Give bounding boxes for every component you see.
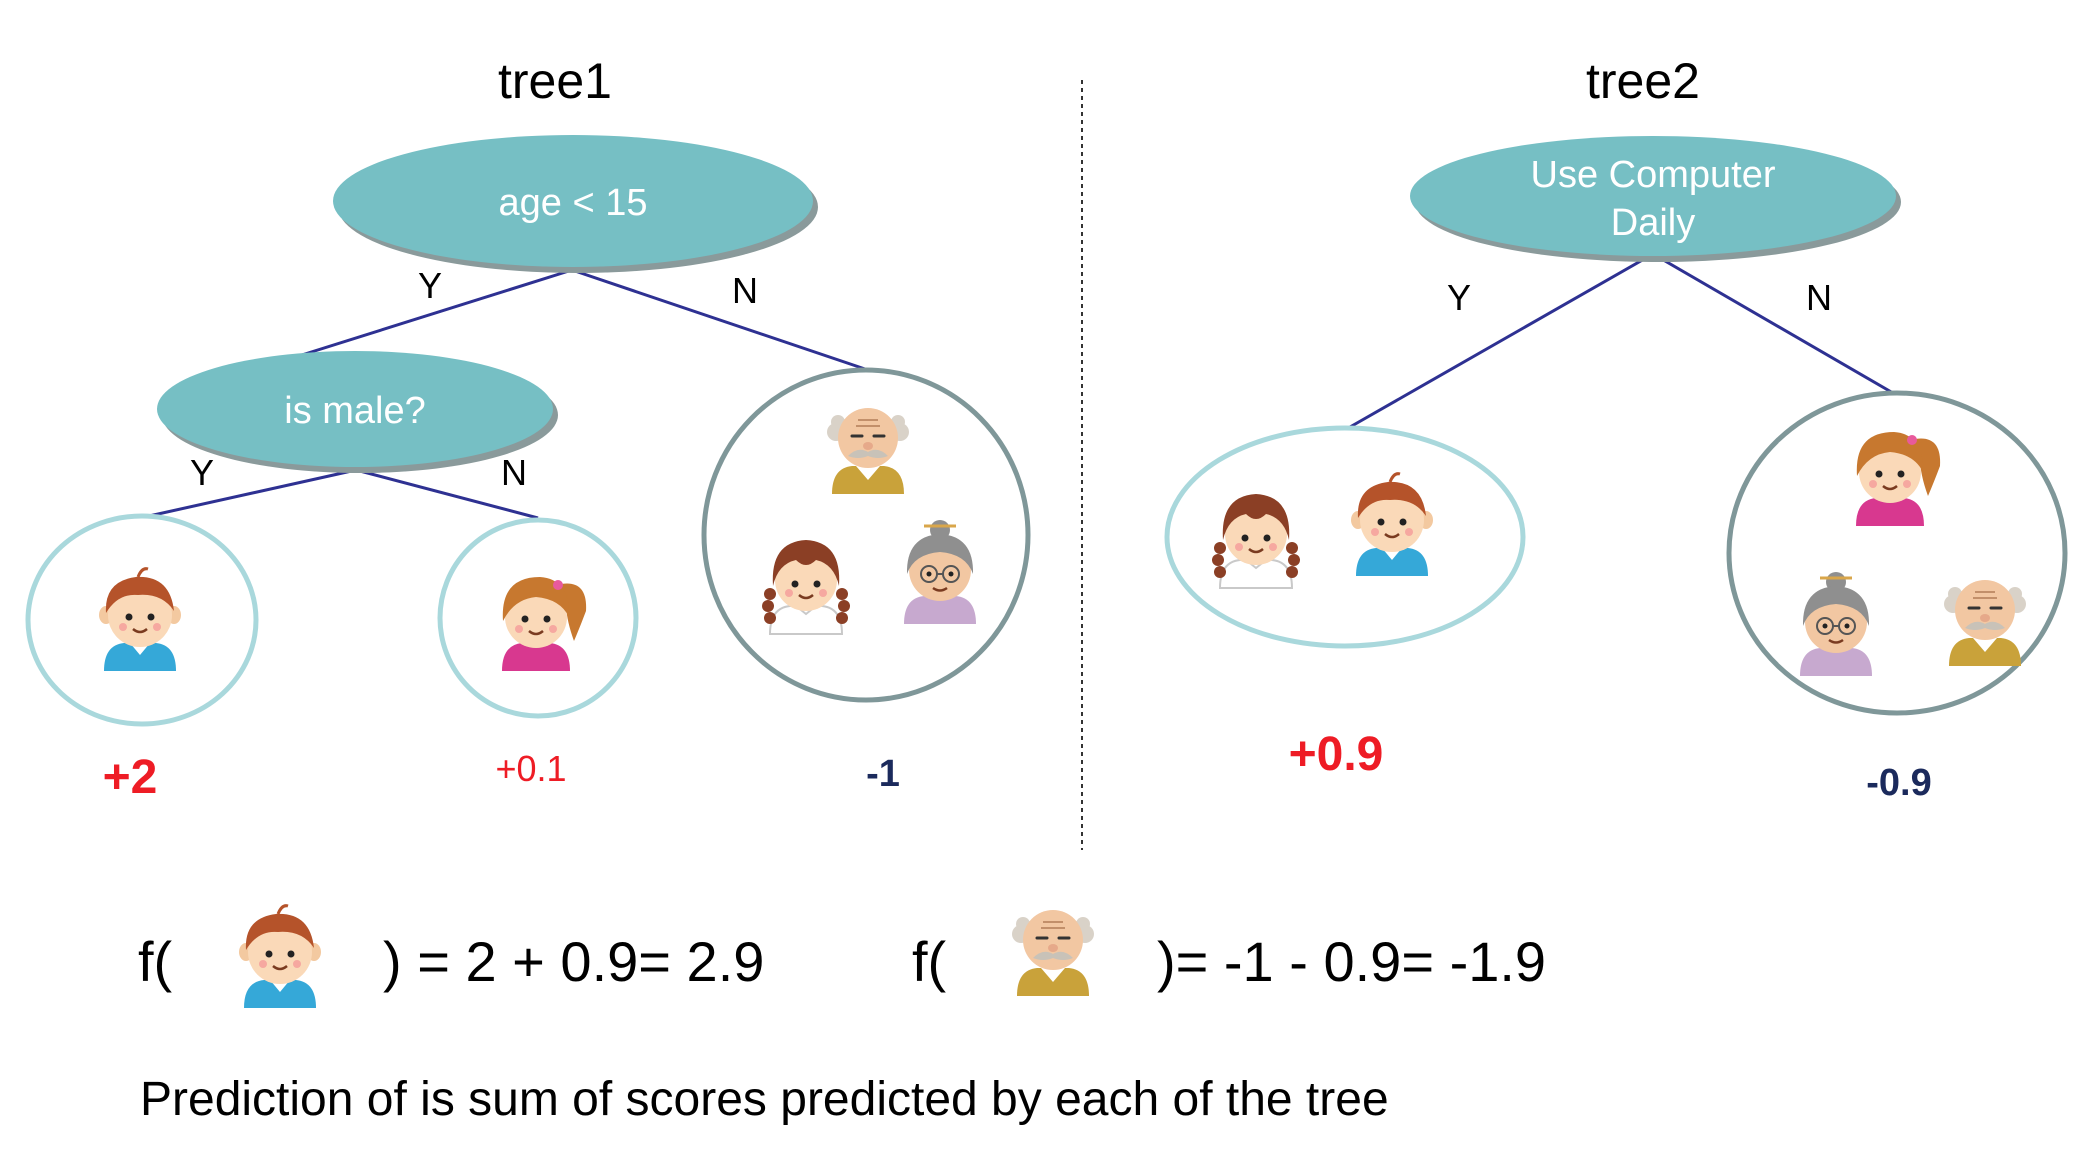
tree2-score-others: -0.9 — [1866, 762, 1931, 804]
tree1-leaf-boy — [25, 513, 259, 727]
boy-icon — [237, 904, 323, 1010]
tree1-inner-label: is male? — [284, 390, 426, 432]
tree1-root-label: age < 15 — [499, 182, 648, 224]
tree2-edge-root-no — [1652, 252, 1894, 395]
tree1-edge-label-root-yes: Y — [418, 265, 442, 306]
tree1-score-elders: -1 — [866, 753, 900, 795]
tree1-leaf-girl — [437, 517, 639, 719]
tree1-edge-label-inner-no: N — [501, 452, 527, 493]
tree2-title: tree2 — [1586, 53, 1700, 109]
grandpa-icon — [1010, 908, 1096, 998]
formula-boy-suffix: ) = 2 + 0.9= 2.9 — [383, 930, 764, 993]
tree2-edge-root-yes — [1349, 252, 1654, 429]
tree2-edge-label-root-no: N — [1806, 277, 1832, 318]
caption: Prediction of is sum of scores predicted… — [140, 1073, 1389, 1126]
tree2-root-node: Use Computer Daily — [1410, 136, 1901, 262]
tree2-leaf-others — [1726, 390, 2068, 716]
formula-grandpa: f( )= -1 - 0.9= -1.9 — [912, 908, 1546, 998]
tree1-edge-label-root-no: N — [732, 270, 758, 311]
tree1-score-boy: +2 — [103, 751, 158, 804]
tree2-edge-label-root-yes: Y — [1447, 277, 1471, 318]
tree2-score-young: +0.9 — [1289, 728, 1384, 781]
tree1-edge-inner-yes — [139, 468, 357, 520]
tree2-leaf-young — [1164, 425, 1526, 649]
tree1-score-girl: +0.1 — [495, 748, 566, 789]
formula-grandpa-prefix: f( — [912, 930, 947, 993]
tree1-edge-root-yes — [269, 268, 573, 367]
tree2-root-label-line1: Use Computer — [1531, 154, 1776, 196]
formula-boy-prefix: f( — [138, 930, 173, 993]
tree1-leaf-elders — [701, 367, 1031, 703]
tree1-edge-label-inner-yes: Y — [190, 452, 214, 493]
tree1-inner-node: is male? — [157, 351, 558, 473]
tree1-title: tree1 — [498, 53, 612, 109]
tree1-edge-root-no — [571, 268, 869, 372]
tree1-root-node: age < 15 — [333, 135, 818, 273]
formula-boy: f( ) = 2 + 0.9= 2.9 — [138, 904, 764, 1010]
formula-grandpa-suffix: )= -1 - 0.9= -1.9 — [1157, 930, 1546, 993]
tree2-root-label-line2: Daily — [1611, 202, 1695, 244]
tree1-edge-inner-no — [355, 468, 539, 520]
